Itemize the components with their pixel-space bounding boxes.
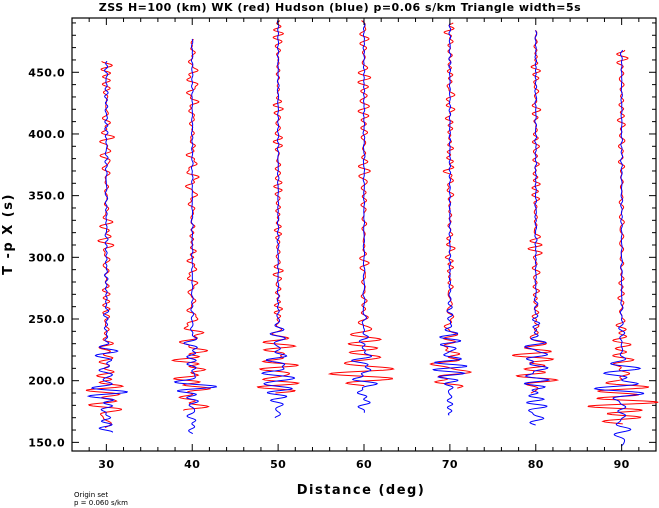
wk-trace-70 xyxy=(429,22,473,389)
ticks-layer xyxy=(72,18,656,451)
hudson-trace-90 xyxy=(593,49,645,447)
hudson-trace-50 xyxy=(260,20,296,419)
x-tick-label: 90 xyxy=(614,458,630,471)
y-axis-label: T -p X (s) xyxy=(1,193,16,275)
wk-trace-60 xyxy=(327,20,395,387)
wk-trace-90 xyxy=(587,49,659,425)
x-tick-label: 70 xyxy=(442,458,458,471)
x-axis-label: Distance (deg) xyxy=(297,483,426,498)
wk-trace-80 xyxy=(512,29,560,394)
footer-ray-parameter-note: p = 0.060 s/km xyxy=(74,499,128,507)
chart-title: ZSS H=100 (km) WK (red) Hudson (blue) p=… xyxy=(99,1,581,14)
y-tick-label: 450.0 xyxy=(28,66,65,79)
x-tick-label: 30 xyxy=(98,458,114,471)
x-tick-label: 60 xyxy=(356,458,372,471)
x-tick-label: 50 xyxy=(270,458,286,471)
hudson-trace-70 xyxy=(432,22,468,416)
y-tick-label: 200.0 xyxy=(28,375,65,388)
hudson-trace-80 xyxy=(523,30,551,426)
x-tick-label: 40 xyxy=(184,458,200,471)
y-tick-label: 150.0 xyxy=(28,436,65,449)
footer-origin-note: Origin set xyxy=(74,491,108,499)
y-tick-label: 350.0 xyxy=(28,190,65,203)
hudson-trace-40 xyxy=(173,38,218,435)
y-tick-label: 300.0 xyxy=(28,251,65,264)
hudson-trace-30 xyxy=(86,60,128,433)
x-tick-labels: 30 40 50 60 70 80 90 xyxy=(98,458,629,471)
y-tick-label: 250.0 xyxy=(28,313,65,326)
y-tick-label: 400.0 xyxy=(28,128,65,141)
y-tick-labels: 150.0 200.0 250.0 300.0 350.0 400.0 450.0 xyxy=(28,66,65,449)
hudson-trace-60 xyxy=(351,20,379,413)
x-tick-label: 80 xyxy=(528,458,544,471)
traces-layer xyxy=(85,20,659,447)
